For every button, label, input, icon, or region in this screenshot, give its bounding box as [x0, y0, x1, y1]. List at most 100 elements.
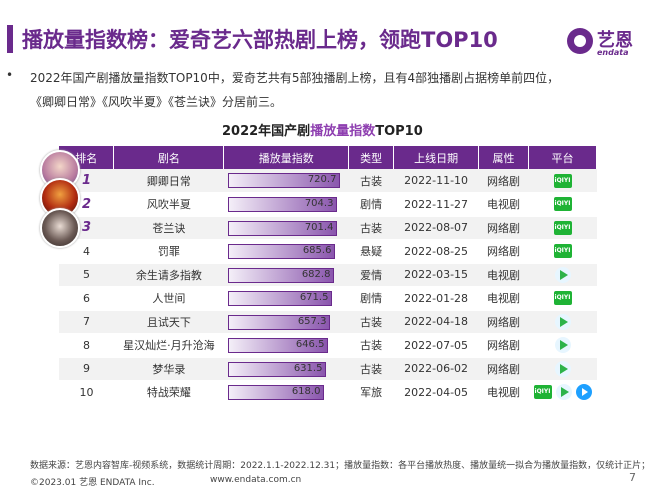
cell-platform: iQIYI	[528, 169, 597, 193]
cell-genre: 剧情	[348, 286, 394, 311]
header-index: 播放量指数	[223, 146, 350, 169]
index-bar	[227, 291, 332, 306]
bullet-marker: •	[6, 68, 14, 82]
header-name: 剧名	[113, 146, 225, 169]
cell-genre: 古装	[348, 333, 394, 358]
tencent-video-icon	[554, 266, 571, 283]
cell-date: 2022-11-27	[393, 192, 479, 217]
cell-platform: iQIYI	[528, 380, 597, 405]
cell-index: 720.7	[223, 169, 349, 193]
cell-genre: 古装	[348, 169, 394, 193]
tencent-video-icon	[554, 360, 571, 377]
cell-platform	[528, 357, 597, 381]
footer-copyright: ©2023.01 艺恩 ENDATA Inc.	[30, 478, 155, 488]
tencent-video-icon	[554, 337, 571, 354]
table-row: 9 梦华录 631.5 古装 2022-06-02 网络剧	[59, 357, 597, 381]
cell-index: 646.5	[223, 333, 349, 358]
cell-genre: 古装	[348, 310, 394, 334]
header-rank: 排名	[59, 146, 115, 169]
header-platform: 平台	[528, 146, 597, 169]
index-bar	[227, 197, 337, 212]
tencent-video-icon	[555, 384, 572, 401]
table-row: 10 特战荣耀 618.0 军旅 2022-04-05 电视剧 iQIYI	[59, 380, 597, 405]
cell-platform	[528, 263, 597, 287]
cell-index: 657.3	[223, 310, 349, 334]
cell-attr: 电视剧	[478, 286, 529, 311]
cell-name: 且试天下	[113, 310, 224, 334]
header-attr: 属性	[478, 146, 529, 169]
page-number: 7	[629, 471, 636, 484]
cell-date: 2022-04-18	[393, 310, 479, 334]
iqiyi-icon: iQIYI	[553, 173, 572, 188]
cell-date: 2022-08-07	[393, 216, 479, 240]
index-bar	[227, 267, 334, 283]
cell-date: 2022-06-02	[393, 357, 479, 381]
iqiyi-icon: iQIYI	[533, 385, 552, 400]
cell-attr: 电视剧	[478, 263, 529, 287]
cell-index: 685.6	[223, 239, 349, 264]
index-bar	[227, 244, 335, 259]
cell-rank: 7	[59, 310, 114, 334]
iqiyi-icon: iQIYI	[553, 220, 572, 235]
index-bar-label: 646.5	[295, 339, 325, 350]
cell-genre: 古装	[348, 216, 394, 240]
cell-attr: 网络剧	[478, 216, 529, 240]
cell-platform: iQIYI	[528, 216, 597, 240]
description-line-2: 《卿卿日常》《风吹半夏》《苍兰诀》分居前三。	[30, 95, 283, 109]
cell-attr: 网络剧	[478, 333, 529, 358]
ranking-table: 排名 剧名 播放量指数 类型 上线日期 属性 平台 1 卿卿日常 720.7 古装 20…	[59, 146, 597, 405]
chart-title-highlight: 播放量指数	[310, 124, 376, 139]
index-bar	[227, 361, 326, 377]
cell-platform: iQIYI	[528, 192, 597, 217]
table-row: 6 人世间 671.5 剧情 2022-01-28 电视剧 iQIYI	[59, 286, 597, 311]
cell-name: 卿卿日常	[113, 169, 224, 193]
table-header-row: 排名 剧名 播放量指数 类型 上线日期 属性 平台	[59, 146, 597, 169]
cell-platform: iQIYI	[528, 286, 597, 311]
cell-rank: 6	[59, 286, 114, 311]
index-bar-label: 682.8	[301, 268, 331, 280]
table-row: 3 苍兰诀 701.4 古装 2022-08-07 网络剧 iQIYI	[59, 216, 597, 240]
chart-title: 2022年国产剧播放量指数TOP10	[222, 120, 423, 139]
index-bar-label: 618.0	[291, 386, 321, 397]
cell-attr: 网络剧	[478, 357, 529, 381]
endata-logo: 艺恩 endata	[567, 26, 659, 58]
chart-title-suffix: TOP10	[375, 124, 423, 139]
cell-index: 618.0	[223, 380, 349, 405]
index-bar	[227, 385, 324, 400]
cell-genre: 古装	[348, 357, 394, 381]
cell-genre: 军旅	[348, 380, 394, 405]
index-bar	[227, 338, 328, 353]
cell-attr: 电视剧	[478, 192, 529, 217]
cell-date: 2022-07-05	[393, 333, 479, 358]
index-bar-label: 720.7	[307, 174, 337, 185]
cell-index: 701.4	[223, 216, 349, 240]
youku-icon	[575, 384, 592, 401]
poster-thumbnail-3	[40, 208, 80, 248]
iqiyi-icon: iQIYI	[553, 291, 572, 306]
index-bar-label: 657.3	[297, 315, 327, 327]
index-bar-label: 631.5	[293, 362, 323, 374]
iqiyi-icon: iQIYI	[553, 197, 572, 212]
footer-url[interactable]: www.endata.com.cn	[210, 475, 302, 485]
index-bar-label: 704.3	[304, 198, 334, 209]
tencent-video-icon	[554, 313, 571, 330]
page-title: 播放量指数榜：爱奇艺六部热剧上榜，领跑TOP10	[22, 28, 498, 52]
cell-attr: 网络剧	[478, 239, 529, 264]
cell-date: 2022-08-25	[393, 239, 479, 264]
logo-mark-icon	[567, 28, 593, 54]
cell-date: 2022-03-15	[393, 263, 479, 287]
table-row: 4 罚罪 685.6 悬疑 2022-08-25 网络剧 iQIYI	[59, 239, 597, 264]
index-bar	[227, 173, 340, 188]
cell-genre: 爱情	[348, 263, 394, 287]
footer-source: 数据来源：艺恩内容智库-视频系统，数据统计周期：2022.1.1-2022.12…	[30, 461, 651, 471]
cell-name: 梦华录	[113, 357, 224, 381]
cell-name: 罚罪	[113, 239, 224, 264]
title-accent-bar	[7, 25, 13, 53]
cell-attr: 电视剧	[478, 380, 529, 405]
cell-date: 2022-11-10	[393, 169, 479, 193]
index-bar-label: 671.5	[299, 292, 329, 303]
cell-index: 671.5	[223, 286, 349, 311]
cell-platform	[528, 333, 597, 358]
cell-name: 特战荣耀	[113, 380, 224, 405]
description-text: 2022年国产剧播放量指数TOP10中，爱奇艺共有5部独播剧上榜，且有4部独播剧…	[30, 66, 650, 114]
